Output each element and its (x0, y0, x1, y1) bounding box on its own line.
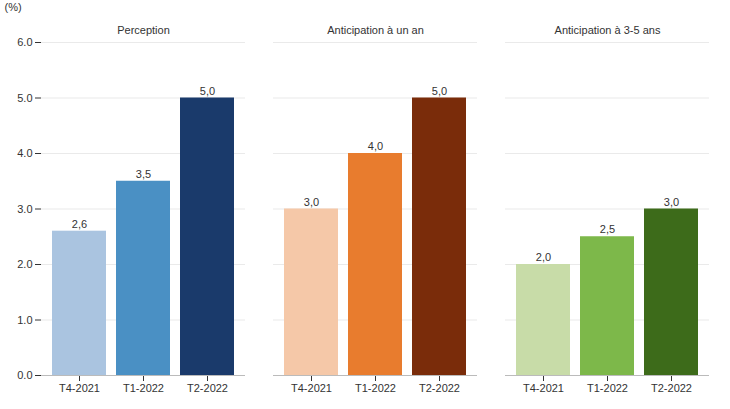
svg-text:T1-2022: T1-2022 (123, 382, 164, 394)
svg-text:T2-2022: T2-2022 (187, 382, 228, 394)
svg-text:T1-2022: T1-2022 (355, 382, 396, 394)
svg-text:(%): (%) (5, 1, 22, 13)
svg-text:T2-2022: T2-2022 (651, 382, 692, 394)
svg-text:Anticipation à un an: Anticipation à un an (327, 24, 424, 36)
svg-text:6.0: 6.0 (17, 36, 32, 48)
svg-text:5.0: 5.0 (17, 92, 32, 104)
svg-text:2.0: 2.0 (17, 258, 32, 270)
svg-text:3,5: 3,5 (136, 168, 151, 180)
svg-text:T2-2022: T2-2022 (419, 382, 460, 394)
svg-text:5,0: 5,0 (432, 85, 447, 97)
svg-text:T4-2021: T4-2021 (523, 382, 564, 394)
svg-text:4,0: 4,0 (368, 140, 383, 152)
svg-text:3,0: 3,0 (664, 196, 679, 208)
svg-text:3.0: 3.0 (17, 203, 32, 215)
svg-text:2,0: 2,0 (536, 251, 551, 263)
svg-text:3,0: 3,0 (304, 196, 319, 208)
svg-text:Anticipation à 3-5 ans: Anticipation à 3-5 ans (555, 24, 661, 36)
svg-text:2,5: 2,5 (600, 223, 615, 235)
svg-text:T4-2021: T4-2021 (59, 382, 100, 394)
svg-text:T4-2021: T4-2021 (291, 382, 332, 394)
svg-text:1.0: 1.0 (17, 314, 32, 326)
svg-text:Perception: Perception (117, 24, 170, 36)
svg-text:2,6: 2,6 (72, 218, 87, 230)
svg-text:T1-2022: T1-2022 (587, 382, 628, 394)
svg-text:5,0: 5,0 (200, 85, 215, 97)
svg-text:4.0: 4.0 (17, 147, 32, 159)
svg-text:0.0: 0.0 (17, 369, 32, 381)
